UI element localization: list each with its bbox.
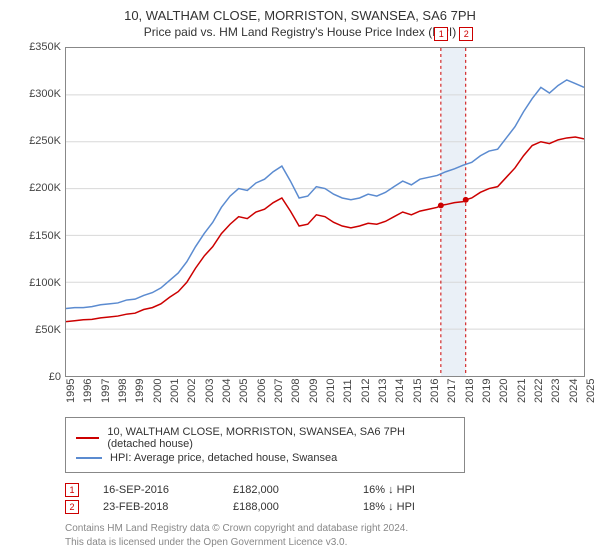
x-axis-label: 2012 (360, 379, 372, 403)
x-axis-label: 2009 (308, 379, 320, 403)
transaction-row: 1 16-SEP-2016£182,00016% ↓ HPI (65, 483, 590, 497)
x-axis-label: 2014 (394, 379, 406, 403)
marker-badge: 1 (434, 27, 448, 41)
y-axis-label: £50K (15, 324, 61, 336)
x-axis-label: 2021 (516, 379, 528, 403)
x-axis-label: 2024 (568, 379, 580, 403)
x-axis-label: 2010 (325, 379, 337, 403)
tx-delta: 16% ↓ HPI (363, 484, 493, 496)
y-axis-label: £150K (15, 230, 61, 242)
x-axis-label: 2020 (498, 379, 510, 403)
legend-swatch (76, 457, 102, 459)
chart-area: £0£50K£100K£150K£200K£250K£300K£350K 199… (15, 47, 585, 407)
y-axis-label: £0 (15, 371, 61, 383)
y-axis-label: £250K (15, 135, 61, 147)
x-axis-label: 2000 (152, 379, 164, 403)
transaction-row: 2 23-FEB-2018£188,00018% ↓ HPI (65, 500, 590, 514)
chart-subtitle: Price paid vs. HM Land Registry's House … (10, 25, 590, 39)
x-axis-label: 1998 (117, 379, 129, 403)
marker-badge: 2 (65, 500, 79, 514)
x-axis-label: 1995 (65, 379, 77, 403)
x-axis-label: 2002 (186, 379, 198, 403)
x-axis-label: 2008 (290, 379, 302, 403)
credits-line: This data is licensed under the Open Gov… (65, 536, 590, 550)
x-axis-label: 2007 (273, 379, 285, 403)
legend-label: HPI: Average price, detached house, Swan… (110, 452, 337, 464)
credits: Contains HM Land Registry data © Crown c… (65, 522, 590, 550)
x-axis-label: 2003 (204, 379, 216, 403)
y-axis-label: £200K (15, 182, 61, 194)
credits-line: Contains HM Land Registry data © Crown c… (65, 522, 590, 536)
marker-badge: 1 (65, 483, 79, 497)
x-axis-label: 2015 (412, 379, 424, 403)
x-axis-label: 2016 (429, 379, 441, 403)
x-axis-label: 2025 (585, 379, 597, 403)
tx-price: £188,000 (233, 501, 363, 513)
tx-date: 16-SEP-2016 (103, 484, 233, 496)
x-axis-label: 2017 (446, 379, 458, 403)
y-axis-label: £350K (15, 41, 61, 53)
x-axis-label: 2004 (221, 379, 233, 403)
x-axis-label: 2022 (533, 379, 545, 403)
chart-title: 10, WALTHAM CLOSE, MORRISTON, SWANSEA, S… (10, 8, 590, 23)
x-axis-label: 1999 (134, 379, 146, 403)
marker-badge: 2 (459, 27, 473, 41)
x-axis-label: 2006 (256, 379, 268, 403)
y-axis-label: £100K (15, 277, 61, 289)
x-axis-label: 2001 (169, 379, 181, 403)
x-axis-label: 2011 (342, 379, 354, 403)
x-axis-label: 2023 (550, 379, 562, 403)
x-axis-label: 2018 (464, 379, 476, 403)
x-axis-label: 2013 (377, 379, 389, 403)
legend: 10, WALTHAM CLOSE, MORRISTON, SWANSEA, S… (65, 417, 465, 473)
tx-delta: 18% ↓ HPI (363, 501, 493, 513)
x-axis-label: 1996 (82, 379, 94, 403)
tx-date: 23-FEB-2018 (103, 501, 233, 513)
y-axis-label: £300K (15, 88, 61, 100)
x-axis-label: 1997 (100, 379, 112, 403)
transaction-table: 1 16-SEP-2016£182,00016% ↓ HPI 2 23-FEB-201… (65, 483, 590, 514)
plot-area (65, 47, 585, 377)
tx-price: £182,000 (233, 484, 363, 496)
legend-item: HPI: Average price, detached house, Swan… (76, 452, 454, 464)
x-axis-label: 2005 (238, 379, 250, 403)
x-axis-label: 2019 (481, 379, 493, 403)
legend-item: 10, WALTHAM CLOSE, MORRISTON, SWANSEA, S… (76, 426, 454, 450)
legend-label: 10, WALTHAM CLOSE, MORRISTON, SWANSEA, S… (107, 426, 454, 450)
legend-swatch (76, 437, 99, 439)
